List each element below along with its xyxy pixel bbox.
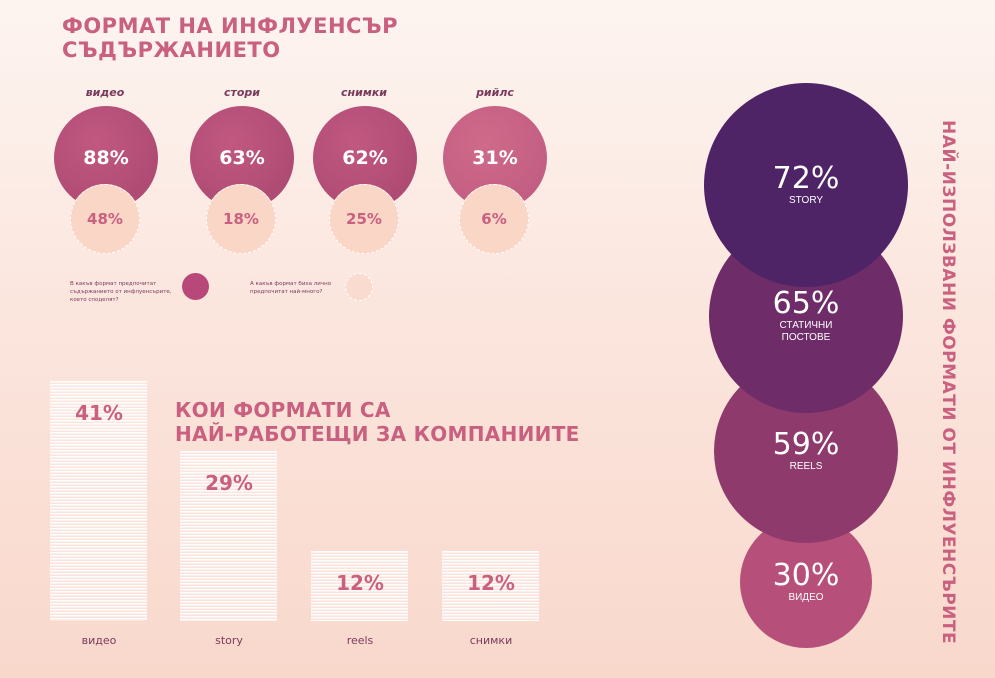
bar-value-label: 12%	[467, 571, 515, 595]
legend-filled-dot	[182, 273, 209, 300]
page-title-line1: ФОРМАТ НА ИНФЛУЕНСЪР	[62, 14, 399, 38]
bar-value-label: 12%	[336, 571, 384, 595]
bubble-value: 72%	[772, 161, 840, 196]
side-title: НАЙ-ИЗПОЛЗВАНИ ФОРМАТИ ОТ ИНФЛУЕНСЪРИТЕ	[938, 120, 958, 645]
bar-reels	[311, 551, 408, 621]
preference-value-photos: 25%	[346, 210, 382, 228]
legend-filled-text: В какъв формат предпочитат съдържанието …	[70, 281, 172, 303]
share-value-stories: 63%	[219, 147, 265, 169]
bar-видео	[50, 381, 147, 621]
share-value-video: 88%	[83, 147, 129, 169]
legend-dashed-text: А какъв формат биха лично предпочитат на…	[250, 281, 332, 295]
bubble-1: 72% STORY	[704, 83, 908, 287]
bar-category-label: снимки	[469, 634, 513, 647]
format-label-stories: стори	[223, 86, 261, 99]
bar-category-label: reels	[346, 634, 374, 647]
bar-value-label: 41%	[75, 401, 123, 425]
bubble-value: 59%	[772, 427, 840, 462]
preference-value-video: 48%	[87, 210, 123, 228]
preference-circle-reels: 6%	[459, 184, 529, 254]
bar-chart-title-line2: НАЙ-РАБОТЕЩИ ЗА КОМПАНИИТЕ	[175, 422, 580, 446]
preference-circle-video: 48%	[70, 184, 140, 254]
format-label-video: видео	[85, 86, 125, 99]
bar-category-label: story	[215, 634, 243, 647]
bubble-label: ВИДЕО	[788, 592, 824, 603]
preference-value-stories: 18%	[223, 210, 259, 228]
legend-dashed-dot	[345, 273, 373, 301]
bar-снимки	[442, 551, 539, 621]
bar-category-label: видео	[81, 634, 117, 647]
bubble-value: 65%	[772, 286, 840, 321]
share-value-reels: 31%	[472, 147, 518, 169]
preference-circle-stories: 18%	[206, 184, 276, 254]
bubble-label: STORY	[788, 195, 824, 206]
bar-story	[180, 451, 277, 621]
bar-chart-title: КОИ ФОРМАТИ СА НАЙ-РАБОТЕЩИ ЗА КОМПАНИИТ…	[175, 398, 580, 446]
share-value-photos: 62%	[342, 147, 388, 169]
page-title-line2: СЪДЪРЖАНИЕТО	[62, 38, 281, 62]
bubble-label: REELS	[789, 461, 823, 472]
format-label-reels: рийлс	[476, 86, 514, 99]
page-title: ФОРМАТ НА ИНФЛУЕНСЪР СЪДЪРЖАНИЕТО	[62, 14, 398, 62]
format-label-photos: снимки	[341, 86, 387, 99]
bar-chart-title-line1: КОИ ФОРМАТИ СА	[175, 398, 391, 422]
bubble-label: СТАТИЧНИ ПОСТОВЕ	[779, 320, 833, 343]
bubble-value: 30%	[772, 558, 840, 593]
bar-value-label: 29%	[205, 471, 253, 495]
preference-circle-photos: 25%	[329, 184, 399, 254]
preference-value-reels: 6%	[481, 210, 507, 228]
